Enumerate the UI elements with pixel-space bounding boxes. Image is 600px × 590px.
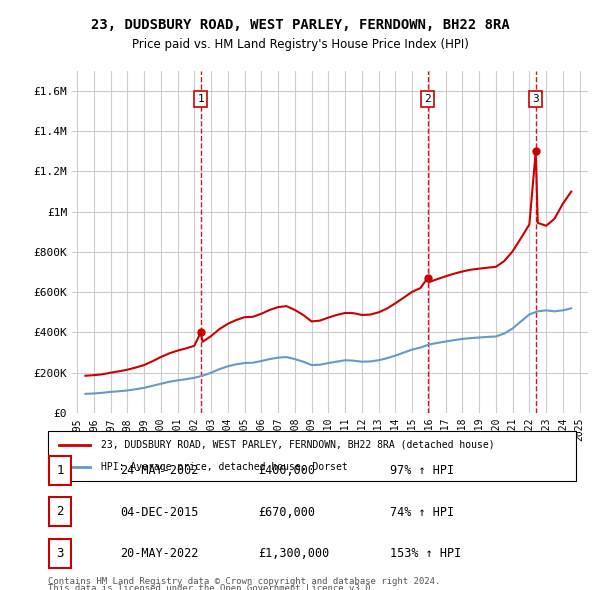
Text: This data is licensed under the Open Government Licence v3.0.: This data is licensed under the Open Gov…: [48, 584, 376, 590]
Text: 04-DEC-2015: 04-DEC-2015: [120, 506, 199, 519]
Text: 23, DUDSBURY ROAD, WEST PARLEY, FERNDOWN, BH22 8RA (detached house): 23, DUDSBURY ROAD, WEST PARLEY, FERNDOWN…: [101, 440, 494, 450]
Text: 74% ↑ HPI: 74% ↑ HPI: [390, 506, 454, 519]
Text: 24-MAY-2002: 24-MAY-2002: [120, 464, 199, 477]
Text: 153% ↑ HPI: 153% ↑ HPI: [390, 547, 461, 560]
Text: 2: 2: [424, 94, 431, 104]
Text: 2: 2: [56, 505, 64, 519]
Text: £1,300,000: £1,300,000: [258, 547, 329, 560]
Text: £670,000: £670,000: [258, 506, 315, 519]
Text: 20-MAY-2022: 20-MAY-2022: [120, 547, 199, 560]
Text: 23, DUDSBURY ROAD, WEST PARLEY, FERNDOWN, BH22 8RA: 23, DUDSBURY ROAD, WEST PARLEY, FERNDOWN…: [91, 18, 509, 32]
Text: Contains HM Land Registry data © Crown copyright and database right 2024.: Contains HM Land Registry data © Crown c…: [48, 577, 440, 586]
FancyBboxPatch shape: [49, 456, 71, 485]
Text: 3: 3: [56, 546, 64, 560]
Text: HPI: Average price, detached house, Dorset: HPI: Average price, detached house, Dors…: [101, 462, 347, 472]
FancyBboxPatch shape: [49, 497, 71, 526]
Text: 3: 3: [532, 94, 539, 104]
Text: 1: 1: [197, 94, 204, 104]
FancyBboxPatch shape: [49, 539, 71, 568]
Text: 1: 1: [56, 464, 64, 477]
Text: 97% ↑ HPI: 97% ↑ HPI: [390, 464, 454, 477]
Text: £400,000: £400,000: [258, 464, 315, 477]
Text: Price paid vs. HM Land Registry's House Price Index (HPI): Price paid vs. HM Land Registry's House …: [131, 38, 469, 51]
FancyBboxPatch shape: [48, 431, 576, 481]
